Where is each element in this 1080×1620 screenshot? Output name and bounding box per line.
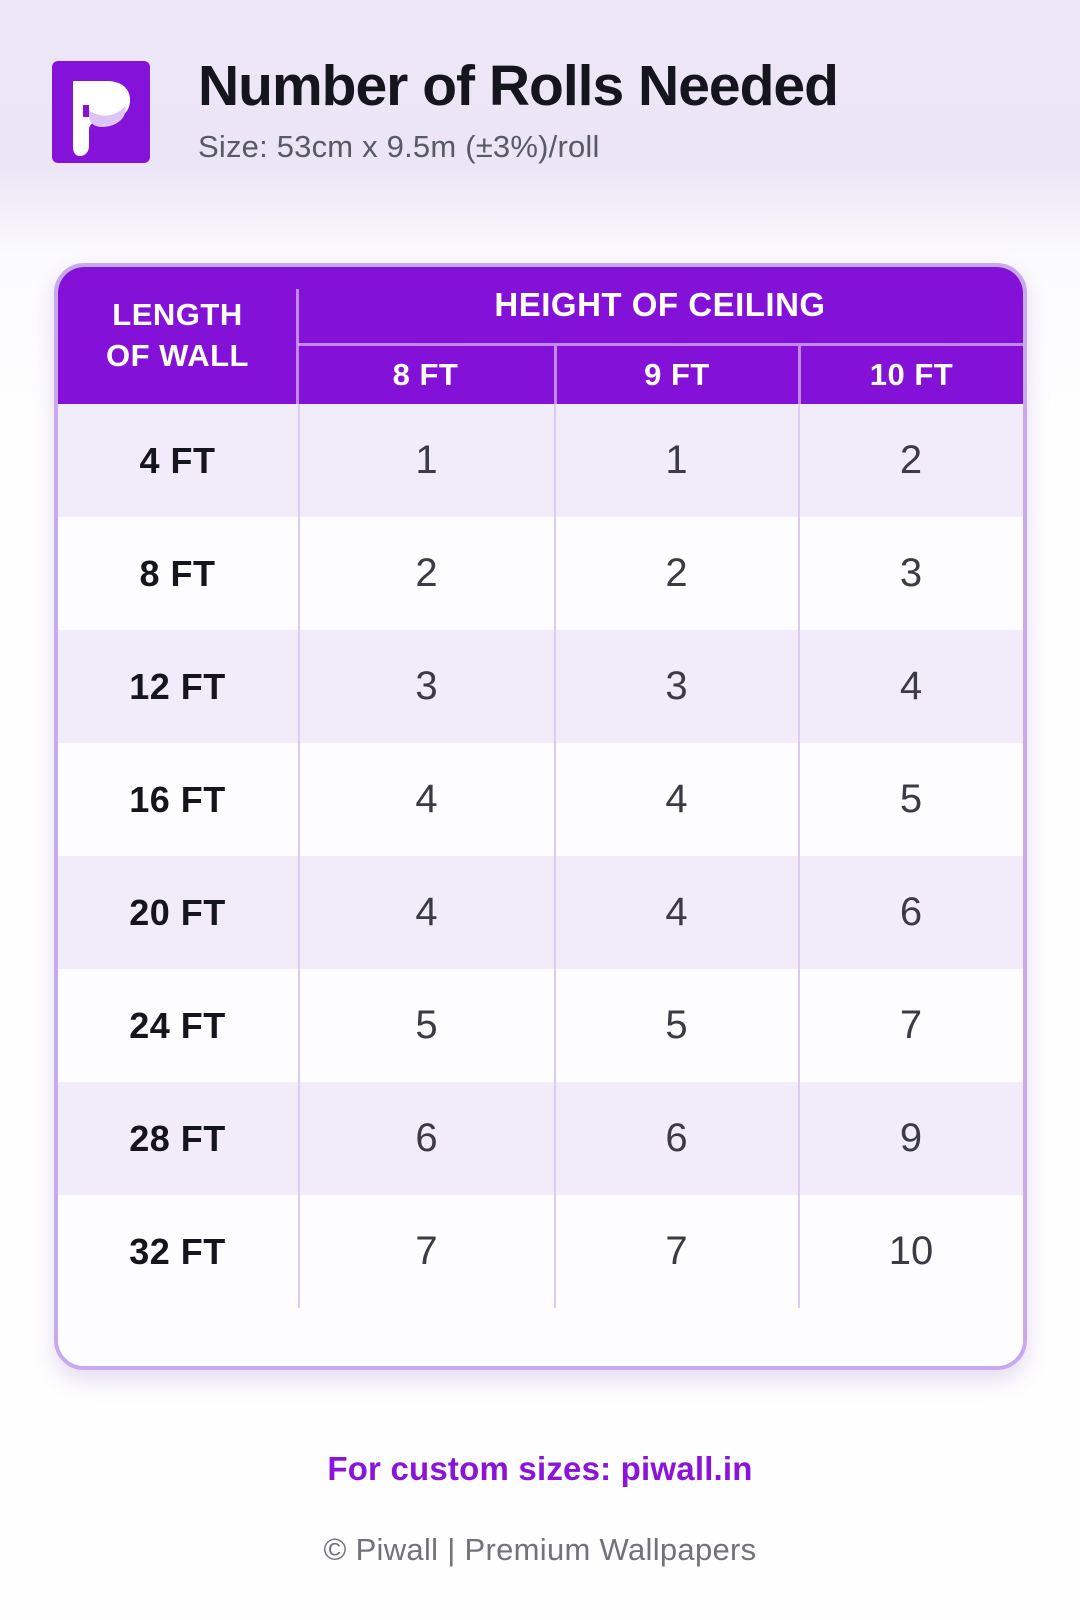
cell-value-8ft: 6 [297, 1082, 554, 1195]
row-label: 16 FT [129, 778, 226, 820]
corner-header-line1: LENGTH [112, 296, 243, 332]
cell-value-10ft: 6 [797, 856, 1023, 969]
cell-value-10ft: 5 [797, 743, 1023, 856]
cell-value-9ft: 6 [553, 1082, 798, 1195]
page-subtitle: Size: 53cm x 9.5m (±3%)/roll [198, 129, 600, 164]
custom-sizes-link[interactable]: For custom sizes: piwall.in [327, 1450, 753, 1487]
column-header-8ft: 8 FT [392, 357, 459, 392]
column-header-10ft: 10 FT [797, 346, 1023, 404]
group-header-height-of-ceiling: HEIGHT OF CEILING [297, 267, 1023, 346]
cell-value-10ft: 3 [797, 517, 1023, 630]
cell-value-8ft: 3 [297, 630, 554, 743]
table-row: 16 FT 4 4 5 [57, 743, 1023, 856]
cell-value-8ft: 5 [297, 969, 554, 1082]
footer: For custom sizes: piwall.in © Piwall | P… [0, 1370, 1080, 1568]
title-block: Number of Rolls Needed Size: 53cm x 9.5m… [198, 54, 839, 165]
row-label: 24 FT [129, 1004, 226, 1046]
corner-header-length-of-wall: LENGTH OF WALL [58, 267, 299, 404]
cell-value-9ft: 1 [553, 404, 798, 517]
row-label: 28 FT [129, 1117, 226, 1159]
cell-value-10ft: 9 [797, 1082, 1023, 1195]
row-label: 32 FT [129, 1230, 226, 1272]
row-label: 20 FT [129, 891, 226, 933]
cell-value-8ft: 4 [297, 743, 554, 856]
cell-value-9ft: 4 [553, 743, 798, 856]
table-bottom-spacer [57, 1308, 1023, 1366]
column-header-9ft: 9 FT [553, 346, 798, 404]
piwall-logo [52, 60, 150, 163]
row-label: 12 FT [129, 665, 226, 707]
cell-value-9ft: 3 [553, 630, 798, 743]
piwall-logo-icon [52, 60, 150, 163]
cell-value-9ft: 7 [553, 1195, 798, 1308]
cell-value-8ft: 4 [297, 856, 554, 969]
table-header: LENGTH OF WALL HEIGHT OF CEILING 8 FT 9 … [57, 267, 1023, 404]
table-row: 20 FT 4 4 6 [57, 856, 1023, 969]
cell-value-8ft: 7 [297, 1195, 554, 1308]
table-body: 4 FT 1 1 2 8 FT 2 2 3 12 FT 3 3 4 16 FT … [57, 404, 1023, 1308]
cell-value-10ft: 4 [797, 630, 1023, 743]
copyright-text: © Piwall | Premium Wallpapers [323, 1532, 757, 1567]
cell-value-8ft: 2 [297, 517, 554, 630]
corner-header-line2: OF WALL [106, 337, 249, 373]
table-row: 12 FT 3 3 4 [57, 630, 1023, 743]
table-row: 28 FT 6 6 9 [57, 1082, 1023, 1195]
table-row: 4 FT 1 1 2 [57, 404, 1023, 517]
cell-value-9ft: 2 [553, 517, 798, 630]
table-row: 24 FT 5 5 7 [57, 969, 1023, 1082]
table-row: 8 FT 2 2 3 [57, 517, 1023, 630]
row-label: 8 FT [139, 552, 216, 594]
page-header: Number of Rolls Needed Size: 53cm x 9.5m… [0, 0, 1080, 165]
table-row: 32 FT 7 7 10 [57, 1195, 1023, 1308]
cell-value-9ft: 5 [553, 969, 798, 1082]
row-label: 4 FT [139, 439, 216, 481]
rolls-table: LENGTH OF WALL HEIGHT OF CEILING 8 FT 9 … [53, 263, 1027, 1370]
cell-value-10ft: 7 [797, 969, 1023, 1082]
cell-value-9ft: 4 [553, 856, 798, 969]
cell-value-8ft: 1 [297, 404, 554, 517]
cell-value-10ft: 10 [797, 1195, 1023, 1308]
cell-value-10ft: 2 [797, 404, 1023, 517]
page-title: Number of Rolls Needed [198, 54, 839, 118]
